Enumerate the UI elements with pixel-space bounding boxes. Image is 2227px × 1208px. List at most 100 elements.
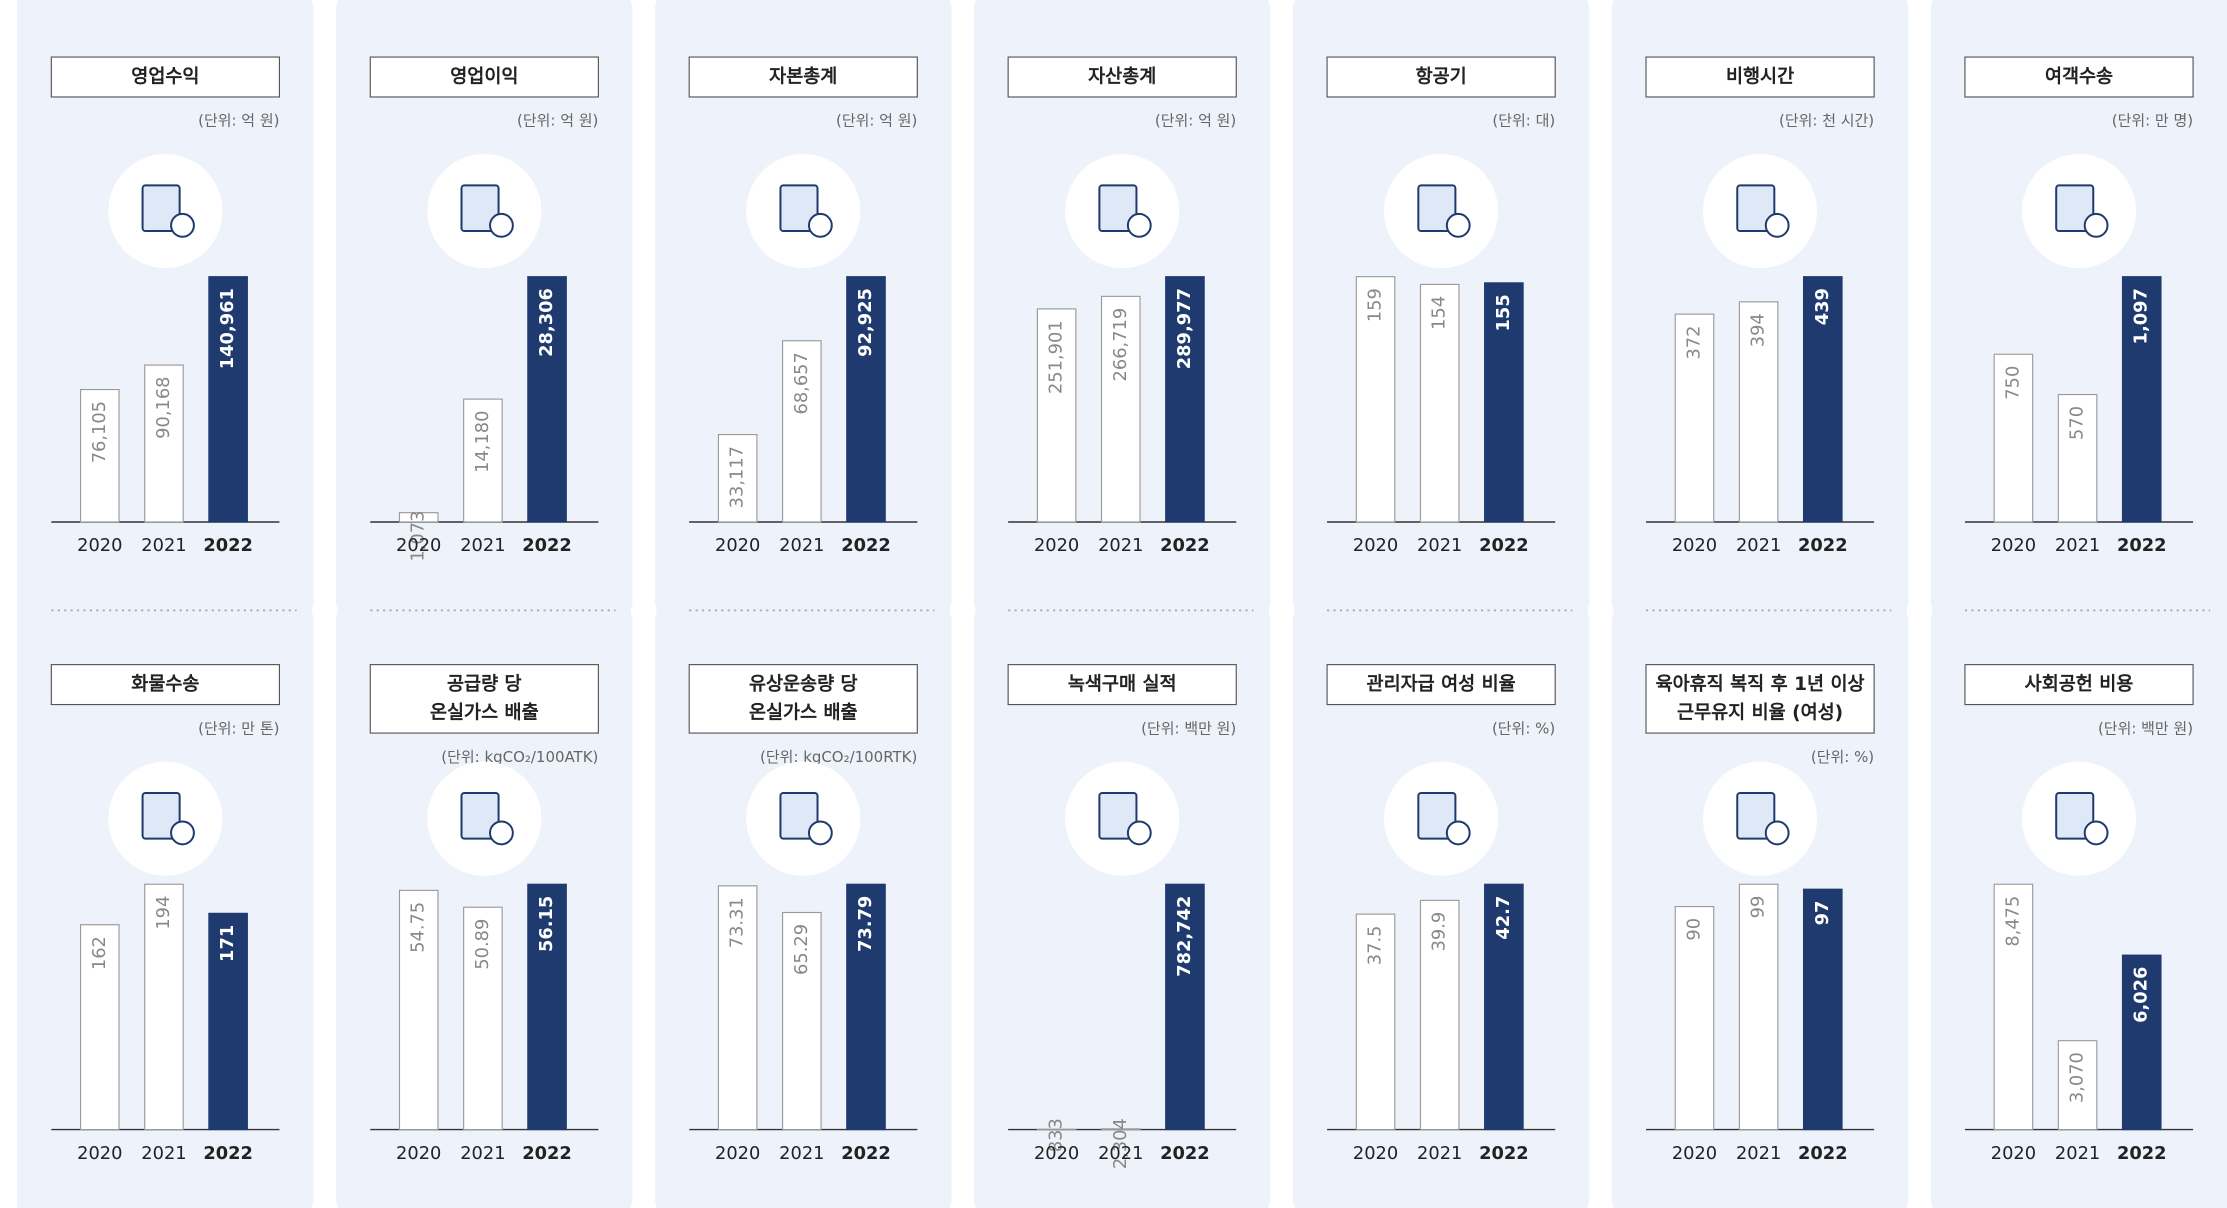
- value-label: 3,070: [2067, 1052, 2088, 1103]
- icon-shape: [2055, 184, 2095, 233]
- icon-shape: [779, 791, 819, 840]
- chart-title: 유상운송량 당: [749, 674, 858, 695]
- unit-label: (단위: 만 톤): [198, 719, 279, 737]
- bar: [1100, 1128, 1141, 1131]
- value-label: 372: [1683, 326, 1704, 360]
- icon: [2055, 184, 2109, 238]
- bar: [1100, 295, 1141, 523]
- value-label: 99: [1748, 896, 1769, 919]
- x-tick-label: 2020: [1353, 535, 1398, 556]
- bar: [717, 885, 758, 1131]
- bar: [208, 912, 248, 1131]
- notch: [1587, 0, 1614, 13]
- value-label: 65.29: [791, 924, 812, 975]
- x-tick-label: 2021: [1417, 1143, 1462, 1164]
- title-box: [1326, 56, 1556, 98]
- icon-shape: [1417, 791, 1457, 840]
- x-tick-label: 2020: [715, 1143, 760, 1164]
- icon-shape: [2055, 791, 2095, 840]
- icon: [1098, 184, 1152, 238]
- x-tick-label: 2022: [1160, 535, 1210, 556]
- bar: [79, 924, 120, 1131]
- x-tick-label: 2022: [203, 1143, 253, 1164]
- x-tick-label: 2021: [460, 535, 505, 556]
- unit-label: (단위: kgCO₂/100RTK): [760, 748, 917, 766]
- bar: [2121, 276, 2162, 523]
- unit-label: (단위: kgCO₂/100ATK): [441, 748, 598, 766]
- unit-label: (단위: %): [1811, 748, 1874, 766]
- chart-title: 공급량 당: [447, 674, 522, 695]
- notch: [1587, 597, 1614, 624]
- title-box: [1645, 664, 1875, 734]
- title-box: [369, 664, 599, 734]
- value-label: 37.5: [1365, 926, 1386, 966]
- x-tick-label: 2020: [396, 1143, 441, 1164]
- chart-title: 화물수송: [131, 674, 199, 695]
- unit-label: (단위: 백만 원): [1141, 719, 1236, 737]
- bar: [463, 906, 503, 1131]
- icon-shape: [489, 212, 514, 238]
- x-tick-label: 2022: [1798, 535, 1848, 556]
- icon-shape: [1126, 820, 1152, 846]
- x-tick-label: 2020: [1991, 535, 2036, 556]
- title-box: [1007, 664, 1237, 706]
- icon: [460, 184, 514, 238]
- x-tick-label: 2021: [1736, 1143, 1781, 1164]
- icon: [1417, 184, 1471, 238]
- icon-shape: [460, 791, 500, 840]
- x-tick-label: 2020: [1034, 1143, 1079, 1164]
- title-box: [1645, 56, 1875, 98]
- icon-shape: [2083, 820, 2109, 846]
- value-label: 289,977: [1174, 288, 1195, 369]
- notch: [1906, 0, 1933, 13]
- chart-title: 관리자급 여성 비율: [1367, 674, 1516, 695]
- chart-title: 영업이익: [450, 66, 518, 88]
- x-tick-label: 2022: [1798, 1143, 1848, 1164]
- value-label: 1,073: [408, 511, 429, 562]
- value-label: 33,117: [727, 446, 748, 508]
- bar: [1165, 276, 1205, 523]
- notch: [312, 0, 338, 13]
- icon-shape: [2083, 212, 2109, 238]
- chart-title: 항공기: [1416, 67, 1467, 88]
- notch: [949, 1195, 976, 1208]
- x-tick-label: 2021: [779, 535, 824, 556]
- chart-title: 근무유지 비율 (여성): [1677, 703, 1843, 724]
- title-box: [1964, 56, 2194, 98]
- value-label: 73.79: [855, 896, 876, 952]
- icon-shape: [807, 212, 833, 238]
- bar: [208, 276, 248, 523]
- bar: [846, 883, 886, 1131]
- icon-shape: [1098, 184, 1138, 233]
- chart-title: 여객수송: [2045, 67, 2113, 88]
- x-tick-label: 2020: [1034, 535, 1079, 556]
- value-label: 140,961: [217, 288, 238, 369]
- icon: [141, 184, 195, 238]
- unit-label: (단위: %): [1492, 719, 1555, 737]
- title-box: [1326, 664, 1556, 706]
- bar: [1419, 283, 1460, 523]
- value-label: 782,742: [1174, 896, 1195, 977]
- value-label: 570: [2067, 406, 2088, 440]
- x-tick-label: 2022: [1160, 1143, 1210, 1164]
- value-label: 266,719: [1110, 308, 1131, 382]
- x-tick-label: 2020: [77, 535, 122, 556]
- icon-shape: [1098, 791, 1138, 840]
- x-tick-label: 2021: [779, 1143, 824, 1164]
- icon: [141, 791, 195, 846]
- bar: [398, 512, 439, 523]
- icon-shape: [1126, 212, 1152, 238]
- notch: [312, 1195, 338, 1208]
- value-label: 68,657: [791, 352, 812, 414]
- value-label: 8,475: [2002, 896, 2023, 947]
- notch: [312, 597, 338, 624]
- value-label: 90,168: [153, 376, 174, 438]
- icon-shape: [460, 184, 500, 233]
- bar: [782, 340, 822, 523]
- notch: [1906, 1195, 1933, 1208]
- x-tick-label: 2021: [1736, 535, 1781, 556]
- x-tick-label: 2021: [2055, 535, 2100, 556]
- chart-title: 온실가스 배출: [430, 703, 539, 724]
- bar: [717, 433, 758, 523]
- value-label: 76,105: [89, 401, 110, 463]
